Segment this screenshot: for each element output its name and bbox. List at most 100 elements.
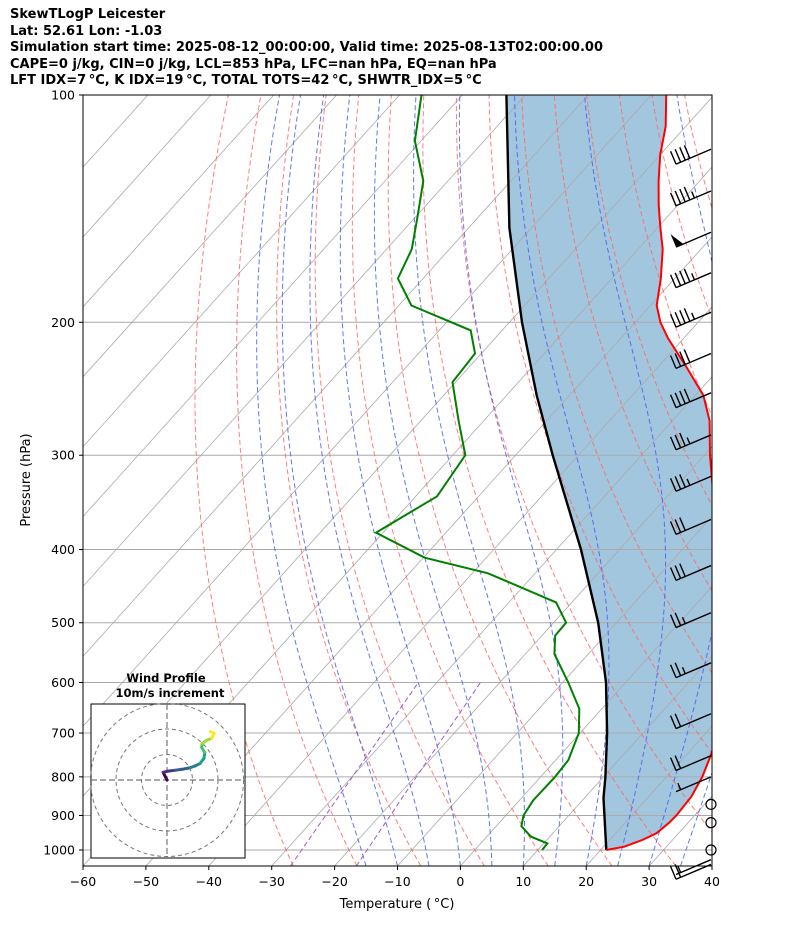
moist-adiabat-line	[711, 864, 712, 866]
barb-full	[674, 190, 682, 205]
dewpoint-line	[373, 95, 581, 851]
barb-staff	[675, 859, 712, 876]
y-tick-label: 600	[51, 675, 75, 690]
mixing-ratio-line	[290, 682, 419, 866]
wind-barb	[669, 474, 712, 492]
wind-barb	[669, 563, 712, 582]
x-tick-label: 20	[578, 874, 594, 889]
barb-full	[674, 612, 682, 626]
wind-barb	[705, 817, 717, 829]
moist-adiabat-line	[584, 95, 667, 866]
barb-staff	[675, 564, 712, 582]
dry-adiabat-line	[236, 95, 358, 866]
isotherm-line	[83, 95, 463, 518]
barb-staff	[675, 612, 712, 629]
barb-full	[679, 147, 686, 161]
isotherm-line	[711, 865, 712, 866]
moist-adiabat-line	[373, 95, 493, 866]
x-tick-label: 30	[641, 874, 657, 889]
moist-adiabat-line	[648, 95, 712, 866]
barb-full	[679, 310, 686, 324]
x-tick-label: −10	[384, 874, 410, 889]
barb-full	[679, 517, 686, 531]
wind-barb	[669, 517, 712, 535]
isotherm-line	[83, 95, 337, 378]
barb-staff	[675, 518, 712, 535]
barb-full	[674, 662, 682, 676]
dry-adiabat-line	[782, 95, 794, 866]
isotherm-line	[271, 376, 712, 866]
y-axis-label: Pressure (hPa)	[19, 433, 34, 526]
cape-shading-area	[506, 95, 712, 850]
isotherm-line	[585, 725, 712, 866]
x-tick-label: 0	[456, 874, 464, 889]
moist-adiabat-line	[256, 95, 367, 866]
barb-staff	[675, 392, 712, 409]
wind-barb	[669, 863, 712, 880]
dry-adiabat-line	[314, 95, 485, 866]
barb-full	[669, 567, 677, 581]
hodograph-subtitle: 10m/s increment	[116, 686, 225, 700]
barb-full	[683, 145, 691, 159]
moist-adiabat-line	[281, 95, 398, 866]
isotherm-line	[397, 515, 712, 866]
barb-full	[679, 474, 686, 488]
barb-full	[669, 313, 677, 328]
x-tick-label: −20	[321, 874, 347, 889]
barb-full	[679, 270, 686, 285]
dry-adiabat-line	[422, 95, 677, 866]
barb-full	[679, 188, 686, 203]
x-tick-label: 10	[515, 874, 531, 889]
background-lines	[83, 95, 794, 866]
y-tick-label: 500	[51, 615, 75, 630]
barb-full	[683, 308, 691, 322]
barb-full	[679, 351, 686, 365]
y-tick-label: 800	[51, 769, 75, 784]
time-line: Simulation start time: 2025-08-12_00:00:…	[10, 40, 603, 56]
isotherm-line	[83, 95, 589, 657]
wind-barb	[675, 859, 712, 876]
indices-line: LFT IDX=7 °C, K IDX=19 °C, TOTAL TOTS=42…	[10, 73, 482, 89]
barb-full	[674, 519, 682, 533]
cape-cin-shading	[506, 95, 712, 850]
moist-adiabat-line	[458, 95, 564, 866]
isotherm-line	[83, 95, 526, 588]
y-tick-label: 1000	[43, 843, 75, 858]
wind-barb	[669, 349, 712, 369]
dry-adiabat-line	[750, 95, 794, 866]
chart-header: SkewTLogP Leicester Lat: 52.61 Lon: -1.0…	[10, 7, 603, 90]
barb-full	[679, 390, 686, 405]
barb-half	[677, 782, 682, 790]
barb-staff	[675, 713, 712, 730]
isotherm-line	[83, 95, 274, 308]
wind-barb	[669, 308, 712, 328]
barb-full	[674, 353, 682, 367]
y-tick-label: 100	[51, 88, 75, 103]
isotherm-line	[83, 95, 212, 238]
barb-full	[669, 355, 677, 369]
dry-adiabat-line	[387, 95, 613, 866]
y-tick-label: 900	[51, 808, 75, 823]
parcel-line	[505, 95, 609, 851]
chart-title: SkewTLogP Leicester	[10, 7, 166, 22]
barb-full	[674, 148, 682, 163]
y-tick-label: 700	[51, 726, 75, 741]
barb-half	[677, 865, 682, 873]
isotherm-line	[208, 306, 712, 866]
temperature-line	[606, 95, 712, 851]
hodograph-segment	[208, 730, 216, 735]
mixing-ratio-line	[355, 682, 481, 866]
barb-full	[674, 565, 682, 579]
moist-adiabat-line	[339, 95, 461, 866]
barb-full	[674, 392, 682, 406]
dry-adiabat-line	[521, 95, 712, 674]
barb-half	[691, 273, 696, 281]
barb-staff	[675, 190, 712, 207]
barb-full	[674, 864, 682, 878]
barb-full	[669, 757, 677, 771]
barb-full	[669, 521, 677, 535]
barb-staff	[675, 755, 712, 772]
barb-half	[691, 312, 696, 320]
x-tick-label: 40	[704, 874, 720, 889]
barb-half	[686, 437, 691, 445]
